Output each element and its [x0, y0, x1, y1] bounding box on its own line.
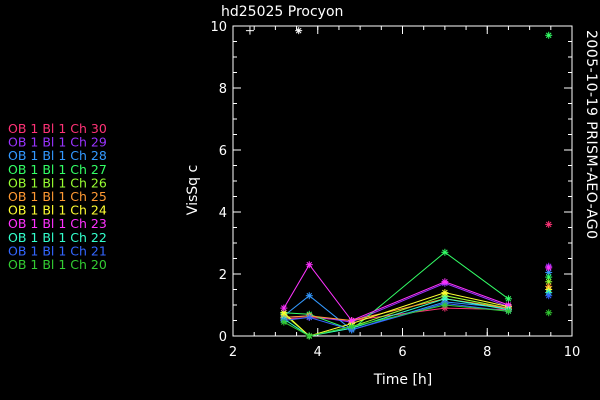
series-11 — [280, 301, 553, 340]
data-point — [441, 301, 449, 309]
star-stroke — [348, 323, 355, 330]
star-stroke — [545, 274, 552, 280]
data-point — [305, 332, 313, 340]
star-stroke — [545, 278, 552, 285]
legend-entry: OB 1 Bl 1 Ch 24 — [8, 203, 107, 218]
star-stroke — [545, 264, 552, 271]
legend-entry: OB 1 Bl 1 Ch 28 — [8, 148, 107, 163]
plot-frame — [232, 25, 573, 337]
legend-entry: OB 1 Bl 1 Ch 27 — [8, 162, 107, 177]
star-stroke — [545, 292, 552, 299]
y-tick-label: 2 — [219, 268, 227, 283]
legend-entry: OB 1 Bl 1 Ch 22 — [8, 230, 107, 245]
side-marker — [545, 309, 553, 317]
top-marker — [545, 31, 553, 39]
legend-entry: OB 1 Bl 1 Ch 20 — [8, 257, 107, 272]
x-tick-label: 10 — [564, 345, 581, 360]
data-point — [504, 301, 512, 309]
star-stroke — [545, 309, 552, 316]
top-marker — [245, 26, 254, 35]
star-stroke — [505, 308, 512, 315]
y-tick-label: 0 — [219, 330, 227, 345]
x-tick-label: 6 — [398, 345, 406, 360]
y-tick-label: 8 — [219, 82, 227, 97]
star-stroke — [306, 261, 313, 268]
legend-entry: OB 1 Bl 1 Ch 29 — [8, 135, 107, 150]
data-point — [348, 323, 356, 331]
data-point — [504, 307, 512, 315]
side-marker — [545, 264, 553, 272]
star-stroke — [505, 295, 512, 302]
x-tick-label: 2 — [229, 345, 237, 360]
star-stroke — [306, 314, 313, 321]
x-tick-label: 4 — [314, 345, 322, 360]
legend-entry: OB 1 Bl 1 Ch 23 — [8, 216, 107, 231]
star-stroke — [442, 295, 448, 302]
star-stroke — [295, 27, 302, 34]
x-axis-label: Time [h] — [373, 372, 433, 388]
legend-entry: OB 1 Bl 1 Ch 30 — [8, 121, 107, 136]
y-tick-label: 4 — [219, 206, 227, 221]
star-stroke — [545, 269, 552, 276]
y-tick-label: 6 — [219, 144, 227, 159]
data-point — [280, 304, 288, 312]
star-stroke — [281, 305, 287, 311]
data-point — [504, 295, 512, 303]
legend-entry: OB 1 Bl 1 Ch 25 — [8, 189, 107, 204]
series-3 — [280, 268, 553, 334]
legend-entry: OB 1 Bl 1 Ch 26 — [8, 175, 107, 190]
data-point — [305, 261, 313, 269]
side-marker — [545, 292, 553, 300]
star-stroke — [306, 292, 313, 299]
data-point — [280, 309, 288, 317]
star-stroke — [442, 289, 448, 296]
series-5 — [280, 278, 553, 340]
legend-entry: OB 1 Bl 1 Ch 21 — [8, 243, 107, 258]
data-point — [441, 278, 449, 286]
series-8 — [280, 261, 553, 324]
data-point — [305, 292, 313, 300]
series-lines — [245, 26, 553, 340]
star-stroke — [545, 32, 552, 39]
star-stroke — [505, 302, 512, 308]
data-point — [441, 289, 449, 297]
data-point — [280, 318, 288, 326]
star-stroke — [281, 309, 287, 316]
star-stroke — [545, 221, 552, 228]
y-tick-label: 10 — [210, 20, 227, 35]
star-stroke — [348, 317, 355, 324]
series-9 — [280, 289, 553, 340]
chart-title: hd25025 Procyon — [221, 4, 343, 20]
star-stroke — [306, 333, 313, 339]
star-stroke — [442, 278, 448, 285]
star-stroke — [442, 249, 448, 256]
y-axis-label: VisSq c — [185, 165, 201, 215]
side-label: 2005-10-19 PRISM-AEO-AG0 — [583, 30, 599, 239]
star-stroke — [442, 302, 448, 308]
series-line — [283, 295, 509, 331]
x-tick-label: 8 — [483, 345, 491, 360]
star-stroke — [281, 319, 287, 325]
side-marker — [545, 220, 553, 228]
top-marker — [295, 27, 303, 35]
data-point — [441, 248, 449, 256]
data-point — [348, 317, 356, 324]
data-point — [305, 313, 313, 321]
